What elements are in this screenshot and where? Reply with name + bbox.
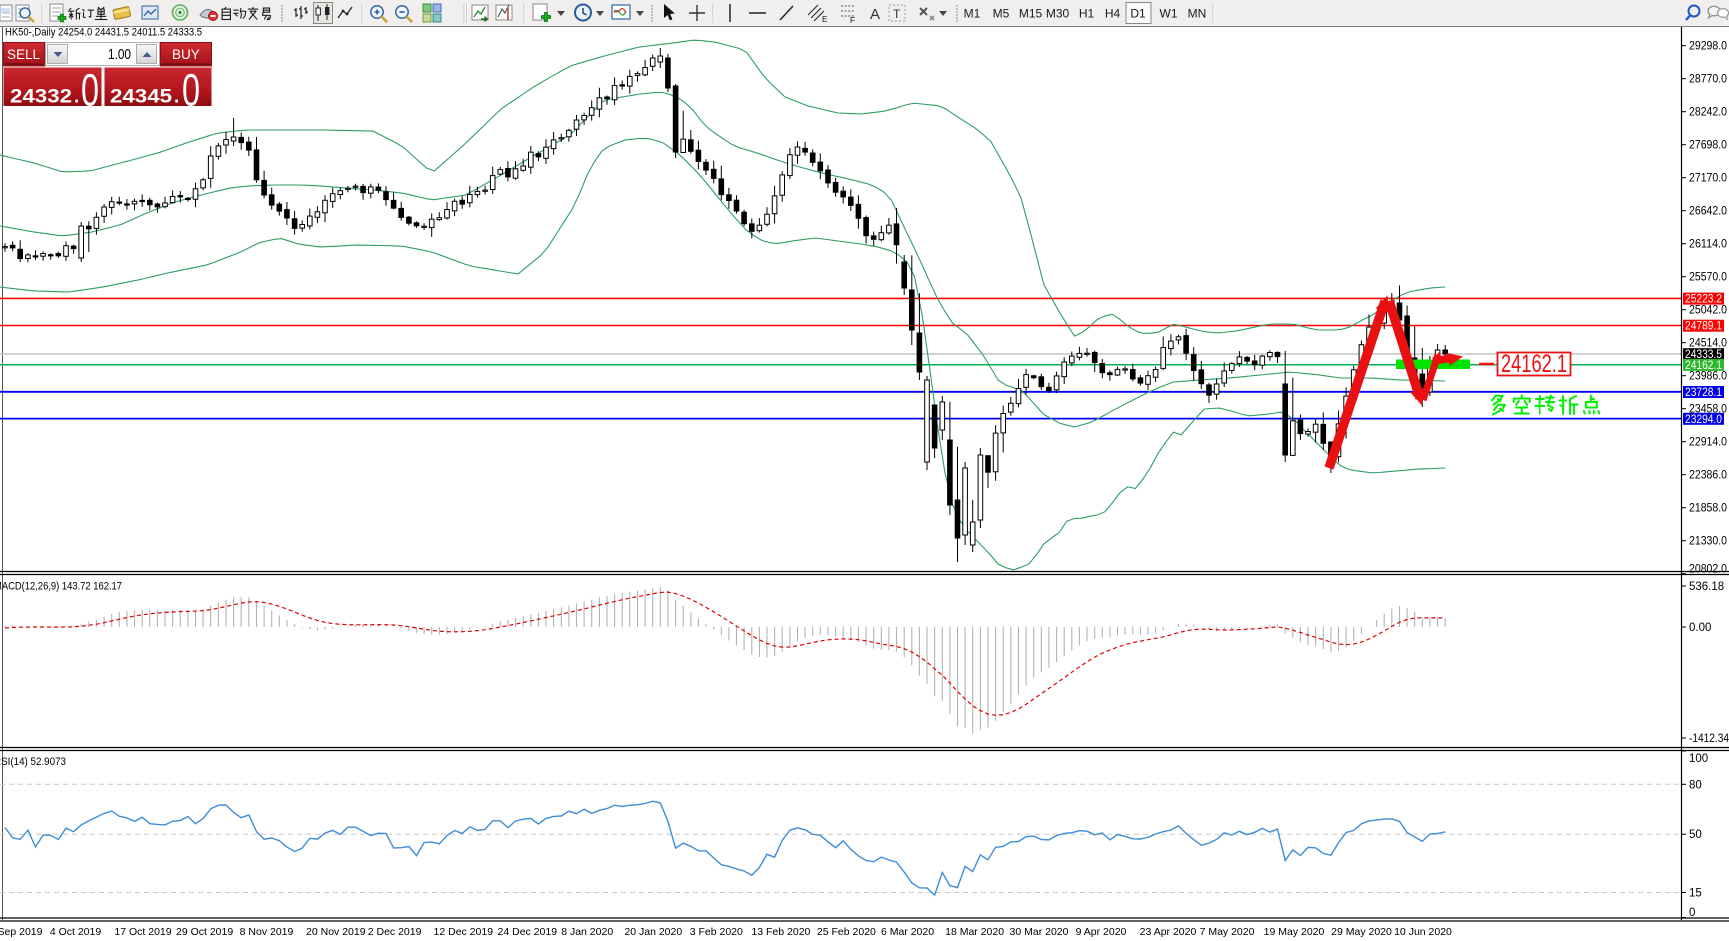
svg-text:21858.0: 21858.0 <box>1689 503 1727 515</box>
svg-text:23728.1: 23728.1 <box>1685 387 1722 399</box>
svg-text:HK50-,Daily 24254.0 24431.5 2: HK50-,Daily 24254.0 24431.5 24011.5 2433… <box>5 27 202 39</box>
svg-text:0: 0 <box>182 65 200 116</box>
svg-text:A: A <box>870 6 880 23</box>
svg-text:10 Jun 2020: 10 Jun 2020 <box>1394 926 1452 938</box>
svg-text:MACD(12,26,9) 143.72 162.17: MACD(12,26,9) 143.72 162.17 <box>0 581 122 593</box>
svg-text:23986.0: 23986.0 <box>1689 371 1727 383</box>
svg-text:25042.0: 25042.0 <box>1689 305 1727 317</box>
svg-text:22386.0: 22386.0 <box>1689 470 1727 482</box>
svg-text:D1: D1 <box>1130 7 1146 21</box>
svg-text:24 Dec 2019: 24 Dec 2019 <box>498 926 558 938</box>
svg-text:20 Nov 2019: 20 Nov 2019 <box>306 926 366 938</box>
svg-text:28770.0: 28770.0 <box>1689 74 1727 86</box>
svg-text:29 Oct 2019: 29 Oct 2019 <box>176 926 233 938</box>
svg-text:M1: M1 <box>964 7 981 21</box>
svg-text:0: 0 <box>1689 907 1695 919</box>
svg-text:25 Feb 2020: 25 Feb 2020 <box>817 926 876 938</box>
svg-text:29 May 2020: 29 May 2020 <box>1331 926 1392 938</box>
svg-text:0: 0 <box>81 65 99 116</box>
svg-text:BUY: BUY <box>172 47 200 62</box>
svg-text:26642.0: 26642.0 <box>1689 206 1727 218</box>
svg-text:H4: H4 <box>1105 7 1121 21</box>
svg-text:8 Jan 2020: 8 Jan 2020 <box>561 926 613 938</box>
svg-text:536.18: 536.18 <box>1689 581 1724 593</box>
svg-text:26114.0: 26114.0 <box>1689 239 1727 251</box>
svg-text:24333.5: 24333.5 <box>1685 349 1722 361</box>
svg-text:.: . <box>74 87 79 108</box>
svg-text:W1: W1 <box>1160 7 1178 21</box>
svg-text:28242.0: 28242.0 <box>1689 107 1727 119</box>
svg-text:23 Apr 2020: 23 Apr 2020 <box>1140 926 1197 938</box>
svg-text:24514.0: 24514.0 <box>1689 338 1727 350</box>
svg-text:RSI(14) 52.9073: RSI(14) 52.9073 <box>0 756 66 768</box>
svg-text:24162.1: 24162.1 <box>1685 360 1722 372</box>
svg-text:SELL: SELL <box>7 47 41 62</box>
svg-text:25223.2: 25223.2 <box>1685 294 1722 306</box>
svg-text:22914.0: 22914.0 <box>1689 437 1727 449</box>
svg-text:24345: 24345 <box>110 87 172 108</box>
svg-text:27170.0: 27170.0 <box>1689 173 1727 185</box>
svg-text:T: T <box>893 7 901 21</box>
svg-text:H1: H1 <box>1079 7 1095 21</box>
svg-text:23294.0: 23294.0 <box>1685 414 1722 426</box>
svg-text:7 May 2020: 7 May 2020 <box>1200 926 1255 938</box>
svg-text:25570.0: 25570.0 <box>1689 272 1727 284</box>
svg-text:-1412.34: -1412.34 <box>1689 733 1729 745</box>
svg-text:M15: M15 <box>1019 7 1043 21</box>
svg-text:29298.0: 29298.0 <box>1689 41 1727 53</box>
svg-text:19 May 2020: 19 May 2020 <box>1264 926 1325 938</box>
svg-text:100: 100 <box>1689 753 1708 765</box>
svg-text:17 Oct 2019: 17 Oct 2019 <box>114 926 171 938</box>
svg-text:50: 50 <box>1689 829 1702 841</box>
svg-text:20 Jan 2020: 20 Jan 2020 <box>624 926 682 938</box>
svg-text:Sep 2019: Sep 2019 <box>0 926 43 938</box>
svg-text:F: F <box>850 16 855 25</box>
svg-text:30 Mar 2020: 30 Mar 2020 <box>1010 926 1069 938</box>
svg-text:18 Mar 2020: 18 Mar 2020 <box>945 926 1004 938</box>
svg-text:12 Dec 2019: 12 Dec 2019 <box>434 926 494 938</box>
svg-text:23458.0: 23458.0 <box>1689 404 1727 416</box>
svg-text:6 Mar 2020: 6 Mar 2020 <box>881 926 934 938</box>
svg-text:27698.0: 27698.0 <box>1689 140 1727 152</box>
svg-text:21330.0: 21330.0 <box>1689 536 1727 548</box>
svg-text:2 Dec 2019: 2 Dec 2019 <box>368 926 422 938</box>
svg-text:24332: 24332 <box>10 87 72 108</box>
svg-text:M30: M30 <box>1046 7 1070 21</box>
svg-text:4 Oct 2019: 4 Oct 2019 <box>50 926 102 938</box>
svg-text:1.00: 1.00 <box>108 46 131 63</box>
svg-text:3 Feb 2020: 3 Feb 2020 <box>690 926 743 938</box>
svg-text:MN: MN <box>1188 7 1207 21</box>
svg-text:M5: M5 <box>993 7 1010 21</box>
svg-text:24162.1: 24162.1 <box>1501 350 1567 378</box>
svg-text:24789.1: 24789.1 <box>1685 321 1722 333</box>
svg-text:8 Nov 2019: 8 Nov 2019 <box>240 926 294 938</box>
svg-text:0.00: 0.00 <box>1689 622 1711 634</box>
svg-text:9 Apr 2020: 9 Apr 2020 <box>1076 926 1127 938</box>
svg-text:13 Feb 2020: 13 Feb 2020 <box>751 926 810 938</box>
svg-text:.: . <box>174 87 179 108</box>
svg-text:80: 80 <box>1689 779 1702 791</box>
svg-text:15: 15 <box>1689 888 1702 900</box>
svg-text:E: E <box>822 15 827 24</box>
svg-text:20802.0: 20802.0 <box>1689 564 1727 576</box>
